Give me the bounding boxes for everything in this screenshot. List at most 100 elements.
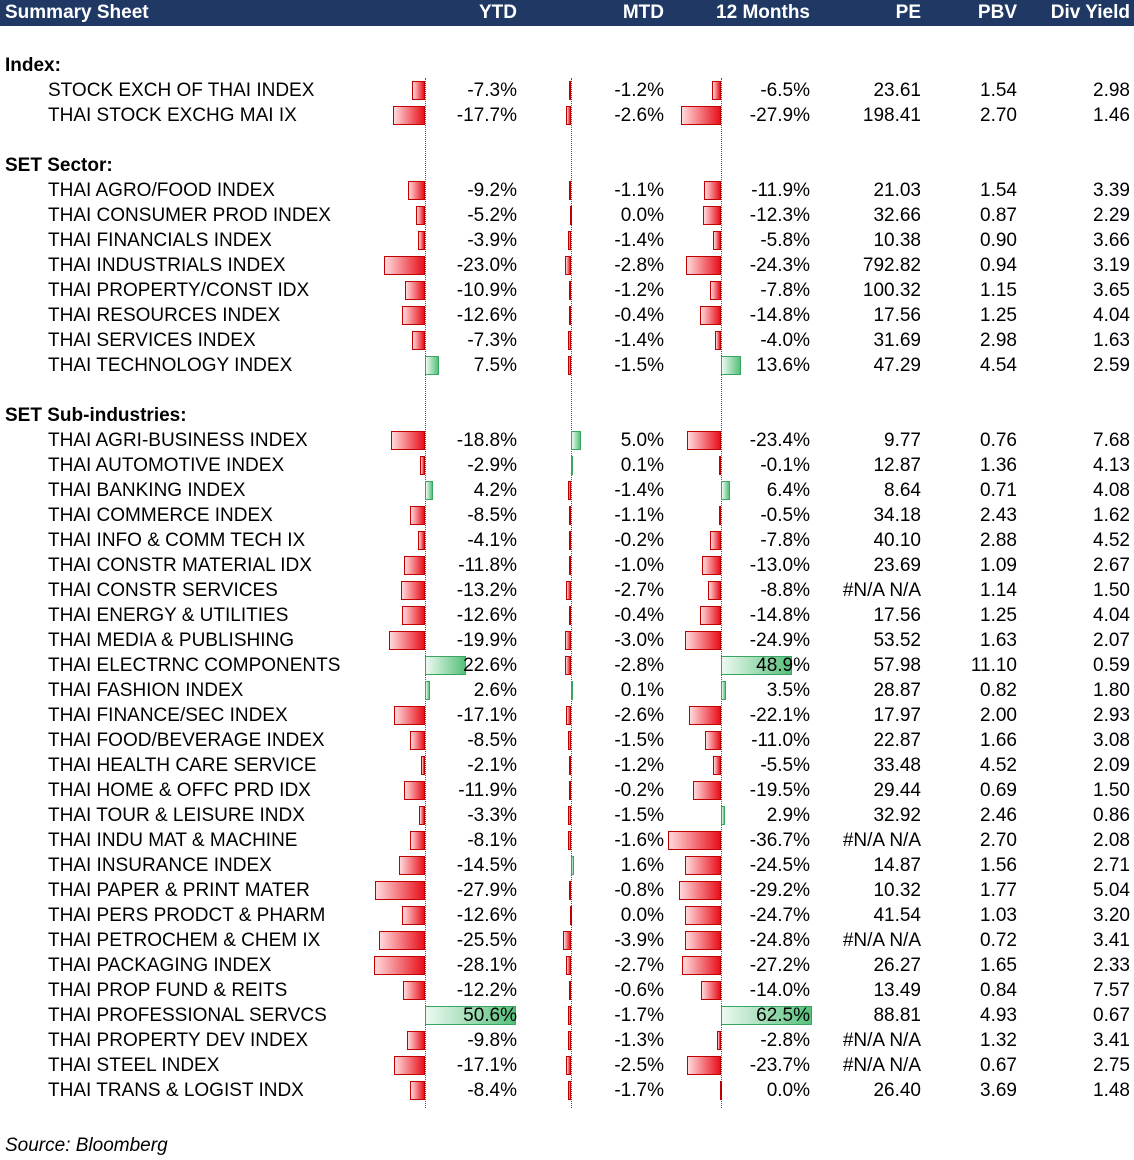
m12-bar bbox=[721, 481, 731, 500]
table-row: STOCK EXCH OF THAI INDEX -7.3% -1.2% -6.5% 2… bbox=[0, 78, 1134, 103]
m12-bar bbox=[709, 531, 721, 550]
index-name: THAI PROFESSIONAL SERVCS bbox=[48, 1005, 327, 1026]
col-header-div-yield: Div Yield bbox=[1050, 2, 1130, 23]
pbv-value: 0.94 bbox=[980, 255, 1017, 276]
dy-value: 2.33 bbox=[1093, 955, 1130, 976]
m12-value: -5.8% bbox=[760, 230, 810, 251]
ytd-bar bbox=[425, 356, 439, 375]
m12-value: -22.1% bbox=[749, 705, 810, 726]
mtd-bar bbox=[568, 356, 571, 375]
m12-bar bbox=[715, 331, 721, 350]
table-row: THAI PROFESSIONAL SERVCS 50.6% -1.7% 62.5% 8… bbox=[0, 1003, 1134, 1028]
dy-value: 3.39 bbox=[1093, 180, 1130, 201]
ytd-bar bbox=[411, 81, 425, 100]
mtd-value: -2.6% bbox=[614, 705, 664, 726]
index-name: THAI CONSTR MATERIAL IDX bbox=[48, 555, 312, 576]
m12-bar bbox=[700, 981, 721, 1000]
ytd-value: -10.9% bbox=[456, 280, 517, 301]
dy-value: 4.04 bbox=[1093, 605, 1130, 626]
m12-value: 6.4% bbox=[766, 480, 810, 501]
index-name: THAI MEDIA & PUBLISHING bbox=[48, 630, 294, 651]
m12-value: -13.0% bbox=[749, 555, 810, 576]
ytd-bar bbox=[379, 931, 425, 950]
ytd-value: -12.6% bbox=[456, 905, 517, 926]
ytd-value: -5.2% bbox=[467, 205, 517, 226]
table-row: THAI PERS PRODCT & PHARM -12.6% 0.0% -24.7%… bbox=[0, 903, 1134, 928]
mtd-value: 5.0% bbox=[620, 430, 664, 451]
pe-value: 88.81 bbox=[873, 1005, 921, 1026]
index-name: THAI CONSUMER PROD INDEX bbox=[48, 205, 331, 226]
table-row: THAI PROP FUND & REITS -12.2% -0.6% -14.0% 1… bbox=[0, 978, 1134, 1003]
ytd-bar bbox=[417, 231, 425, 250]
mtd-value: -1.2% bbox=[614, 80, 664, 101]
pe-value: 32.92 bbox=[873, 805, 921, 826]
ytd-bar bbox=[419, 806, 425, 825]
ytd-bar bbox=[402, 306, 425, 325]
ytd-bar bbox=[425, 681, 430, 700]
mtd-value: 0.0% bbox=[620, 905, 664, 926]
table-row: THAI FINANCIALS INDEX -3.9% -1.4% -5.8% 10.3… bbox=[0, 228, 1134, 253]
m12-value: -24.3% bbox=[749, 255, 810, 276]
mtd-bar bbox=[568, 481, 571, 500]
index-name: THAI FINANCIALS INDEX bbox=[48, 230, 272, 251]
table-row: THAI PROPERTY DEV INDEX -9.8% -1.3% -2.8% #N… bbox=[0, 1028, 1134, 1053]
table-row: THAI MEDIA & PUBLISHING -19.9% -3.0% -24.9%… bbox=[0, 628, 1134, 653]
index-name: THAI INSURANCE INDEX bbox=[48, 855, 272, 876]
table-row: THAI AGRI-BUSINESS INDEX -18.8% 5.0% -23.4%… bbox=[0, 428, 1134, 453]
m12-bar bbox=[680, 106, 721, 125]
ytd-bar bbox=[402, 906, 425, 925]
mtd-value: -1.0% bbox=[614, 555, 664, 576]
mtd-value: -1.2% bbox=[614, 280, 664, 301]
m12-value: 48.9% bbox=[756, 655, 810, 676]
col-header-mtd: MTD bbox=[622, 2, 664, 23]
ytd-value: -8.5% bbox=[467, 505, 517, 526]
m12-value: -7.8% bbox=[760, 530, 810, 551]
mtd-bar bbox=[569, 881, 571, 900]
ytd-value: -12.2% bbox=[456, 980, 517, 1001]
ytd-value: 4.2% bbox=[473, 480, 517, 501]
mtd-bar bbox=[566, 1056, 571, 1075]
table-row: THAI CONSUMER PROD INDEX -5.2% 0.0% -12.3% 3… bbox=[0, 203, 1134, 228]
m12-bar bbox=[719, 456, 721, 475]
m12-bar bbox=[685, 906, 721, 925]
m12-bar bbox=[686, 1056, 721, 1075]
section-title: SET Sub-industries: bbox=[5, 405, 187, 426]
table-row: THAI PAPER & PRINT MATER -27.9% -0.8% -29.2… bbox=[0, 878, 1134, 903]
mtd-value: -1.4% bbox=[614, 330, 664, 351]
m12-bar bbox=[712, 231, 721, 250]
pe-value: 40.10 bbox=[873, 530, 921, 551]
mtd-bar bbox=[568, 506, 571, 525]
mtd-value: -1.7% bbox=[614, 1080, 664, 1101]
mtd-value: 0.1% bbox=[620, 455, 664, 476]
ytd-bar bbox=[409, 731, 425, 750]
mtd-value: -0.4% bbox=[614, 305, 664, 326]
m12-bar bbox=[684, 631, 721, 650]
dy-value: 1.62 bbox=[1093, 505, 1130, 526]
index-name: THAI HEALTH CARE SERVICE bbox=[48, 755, 317, 776]
dy-value: 2.09 bbox=[1093, 755, 1130, 776]
ytd-value: -9.2% bbox=[467, 180, 517, 201]
m12-bar bbox=[667, 831, 721, 850]
pe-value: 33.48 bbox=[873, 755, 921, 776]
index-name: THAI ENERGY & UTILITIES bbox=[48, 605, 289, 626]
m12-value: -7.8% bbox=[760, 280, 810, 301]
pe-value: 12.87 bbox=[873, 455, 921, 476]
ytd-value: -11.9% bbox=[458, 780, 517, 801]
ytd-value: -8.5% bbox=[467, 730, 517, 751]
mtd-bar bbox=[565, 631, 571, 650]
pbv-value: 11.10 bbox=[970, 655, 1017, 676]
mtd-bar bbox=[567, 1081, 571, 1100]
ytd-value: -17.7% bbox=[456, 105, 517, 126]
ytd-bar bbox=[403, 556, 425, 575]
dy-value: 2.07 bbox=[1093, 630, 1130, 651]
index-name: THAI INDUSTRIALS INDEX bbox=[48, 255, 286, 276]
index-name: STOCK EXCH OF THAI INDEX bbox=[48, 80, 315, 101]
pbv-value: 1.77 bbox=[980, 880, 1017, 901]
pbv-value: 3.69 bbox=[980, 1080, 1017, 1101]
mtd-value: 0.0% bbox=[620, 205, 664, 226]
index-name: THAI PERS PRODCT & PHARM bbox=[48, 905, 326, 926]
ytd-bar bbox=[393, 106, 425, 125]
ytd-bar bbox=[389, 631, 425, 650]
m12-value: -14.8% bbox=[749, 305, 810, 326]
table-row: THAI AUTOMOTIVE INDEX -2.9% 0.1% -0.1% 12.87… bbox=[0, 453, 1134, 478]
